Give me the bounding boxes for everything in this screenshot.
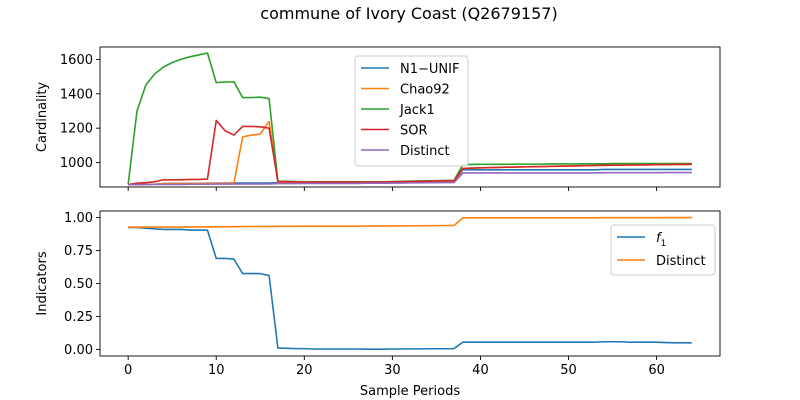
legend-label: SOR — [400, 124, 428, 139]
indicators-chart: 0 10 20 30 40 50 60 0.00 0.25 0.50 0.75 1.00 Indicat… — [35, 210, 721, 399]
legend-label: Distinct — [400, 144, 450, 159]
legend-label: N1−UNIF — [400, 62, 459, 77]
y-tick-label: 1600 — [60, 53, 93, 68]
y-axis-label: Cardinality — [35, 82, 50, 153]
legend-label: Chao92 — [400, 83, 450, 98]
x-tick-label: 20 — [296, 363, 313, 378]
legend: f1 Distinct — [610, 224, 716, 276]
figure-title: commune of Ivory Coast (Q2679157) — [260, 4, 557, 23]
y-tick-label: 0.75 — [64, 244, 93, 259]
y-axis-label: Indicators — [35, 251, 50, 315]
x-tick-label: 0 — [124, 363, 132, 378]
y-tick-label: 0.25 — [64, 310, 93, 325]
cardinality-chart: 1000 1200 1400 1600 Cardinality N1−UNIF Chao92… — [35, 46, 721, 191]
x-tick-label: 30 — [384, 363, 401, 378]
y-tick-label: 0.00 — [64, 343, 93, 358]
series-line-3 — [128, 119, 692, 186]
legend-label: Distinct — [656, 254, 706, 269]
x-tick-label: 60 — [648, 363, 665, 378]
y-tick-label: 1.00 — [64, 211, 93, 226]
legend-box — [354, 55, 469, 167]
legend-label: Jack1 — [399, 103, 435, 118]
legend-label: f1 — [656, 231, 666, 249]
y-tick-label: 0.50 — [64, 277, 93, 292]
series-line-0 — [128, 226, 692, 350]
series-line-1 — [128, 216, 692, 228]
series-line-4 — [128, 171, 692, 186]
y-tick-label: 1400 — [60, 87, 93, 102]
y-tick-label: 1200 — [60, 122, 93, 137]
x-tick-label: 10 — [208, 363, 225, 378]
x-tick-label: 50 — [560, 363, 577, 378]
axes-frame — [99, 46, 721, 188]
y-tick-label: 1000 — [60, 156, 93, 171]
legend: N1−UNIF Chao92 Jack1 SOR Distinct — [354, 55, 469, 167]
x-axis-label: Sample Periods — [360, 384, 460, 399]
x-tick-label: 40 — [472, 363, 489, 378]
